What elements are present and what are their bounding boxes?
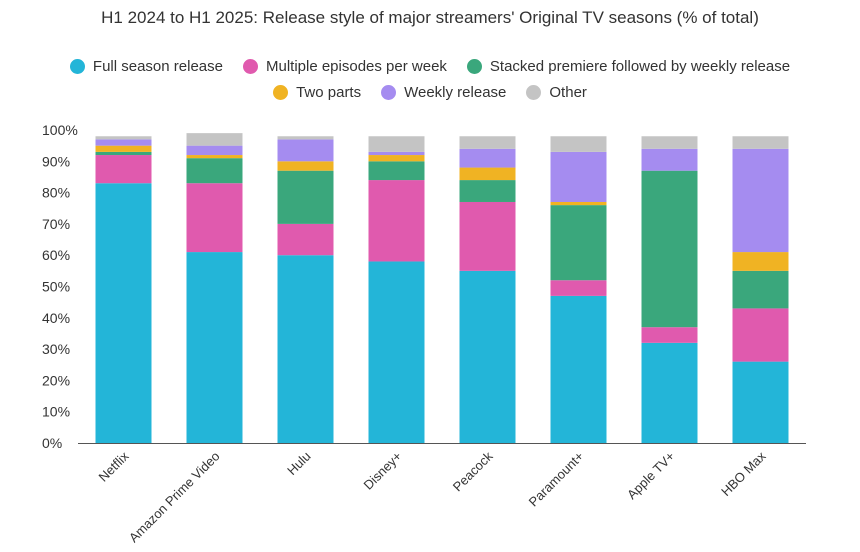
bar-segment-weekly-release [732, 148, 789, 253]
bar-segment-full-season-release [368, 261, 425, 443]
bar-segment-multiple-episodes-per-week [277, 223, 334, 256]
bar-segment-full-season-release [186, 252, 243, 443]
bar-segment-stacked-premiere-followed-by-weekly-release [186, 158, 243, 184]
bar-segment-multiple-episodes-per-week [186, 183, 243, 253]
bar-segment-two-parts [95, 145, 152, 152]
x-tick-label: Apple TV+ [624, 449, 678, 503]
legend-label-two-parts: Two parts [296, 84, 362, 101]
x-tick-label: Disney+ [361, 449, 405, 493]
y-tick-label: 90% [42, 153, 70, 169]
legend-label-multiple-episodes: Multiple episodes per week [265, 58, 447, 75]
bar-segment-other [550, 136, 607, 152]
x-tick-label: HBO Max [718, 448, 769, 499]
bar-segment-weekly-release [641, 148, 698, 171]
legend-row-2: Two parts Weekly release Other [0, 84, 860, 101]
bar-segment-full-season-release [550, 295, 607, 443]
bar-segment-stacked-premiere-followed-by-weekly-release [368, 161, 425, 181]
y-tick-label: 30% [42, 341, 70, 357]
bar-segment-two-parts [277, 161, 334, 171]
bar-segment-full-season-release [277, 255, 334, 443]
legend-label-stacked-premiere: Stacked premiere followed by weekly rele… [489, 58, 791, 75]
legend-swatch-two-parts [273, 85, 289, 100]
y-tick-label: 50% [42, 279, 70, 295]
chart-title: H1 2024 to H1 2025: Release style of maj… [101, 8, 759, 27]
bar-segment-other [186, 133, 243, 146]
bar-segment-two-parts [186, 155, 243, 159]
legend-label-full-season: Full season release [92, 58, 223, 75]
legend-item-full-season: Full season release [69, 58, 223, 75]
bar-segment-stacked-premiere-followed-by-weekly-release [459, 180, 516, 202]
bar-segment-two-parts [368, 155, 425, 162]
bar-segment-stacked-premiere-followed-by-weekly-release [550, 205, 607, 281]
y-tick-label: 0% [42, 435, 62, 451]
bar-segment-multiple-episodes-per-week [732, 308, 789, 362]
bar-segment-multiple-episodes-per-week [368, 180, 425, 262]
bar-segment-other [368, 136, 425, 152]
bar-segment-stacked-premiere-followed-by-weekly-release [95, 151, 152, 156]
x-tick-label: Hulu [284, 449, 314, 479]
legend-item-other: Other [526, 84, 587, 101]
bar-segment-weekly-release [459, 148, 516, 168]
legend-item-two-parts: Two parts [273, 84, 361, 101]
bar-segment-multiple-episodes-per-week [641, 327, 698, 343]
legend-item-multiple-episodes: Multiple episodes per week [242, 58, 447, 75]
bar-segment-stacked-premiere-followed-by-weekly-release [732, 270, 789, 309]
bar-segment-stacked-premiere-followed-by-weekly-release [641, 170, 698, 328]
bar-segment-two-parts [550, 201, 607, 206]
bar-segment-multiple-episodes-per-week [459, 201, 516, 271]
legend-label-weekly: Weekly release [404, 84, 507, 101]
y-tick-label: 40% [42, 310, 70, 326]
bar-segment-other [732, 136, 789, 149]
legend-item-weekly: Weekly release [381, 84, 506, 101]
y-tick-label: 60% [42, 247, 70, 263]
legend-swatch-other [526, 85, 542, 100]
legend-swatch-multiple-episodes [242, 59, 258, 74]
bar-segment-multiple-episodes-per-week [550, 280, 607, 296]
legend-swatch-full-season [69, 59, 85, 74]
y-tick-label: 80% [42, 185, 70, 201]
bar-segment-weekly-release [550, 151, 607, 202]
x-tick-label: Netflix [95, 448, 131, 484]
bar-segment-full-season-release [459, 270, 516, 443]
x-tick-label: Amazon Prime Video [126, 449, 223, 546]
x-tick-label: Peacock [450, 448, 496, 494]
bar-segment-multiple-episodes-per-week [95, 155, 152, 184]
legend-swatch-weekly [381, 85, 397, 100]
bar-segment-other [459, 136, 516, 149]
bar-segment-other [95, 136, 152, 140]
bar-segment-other [641, 136, 698, 149]
bar-segment-weekly-release [277, 139, 334, 162]
bar-segment-full-season-release [95, 183, 152, 443]
bar-segment-stacked-premiere-followed-by-weekly-release [277, 170, 334, 224]
x-tick-label: Paramount+ [526, 449, 587, 510]
y-tick-label: 10% [42, 404, 70, 420]
y-tick-label: 100% [42, 122, 78, 138]
legend-label-other: Other [549, 84, 587, 101]
bar-segment-weekly-release [186, 145, 243, 156]
legend-row-1: Full season release Multiple episodes pe… [0, 58, 860, 75]
y-tick-label: 70% [42, 216, 70, 232]
bar-segment-weekly-release [368, 151, 425, 156]
bar-segment-other [277, 136, 334, 140]
legend-item-stacked-premiere: Stacked premiere followed by weekly rele… [466, 58, 791, 75]
bar-segment-two-parts [732, 252, 789, 271]
bar-segment-full-season-release [732, 361, 789, 443]
bar-segment-weekly-release [95, 139, 152, 146]
bar-segment-full-season-release [641, 342, 698, 443]
y-tick-label: 20% [42, 372, 70, 388]
bar-segment-two-parts [459, 167, 516, 181]
legend-swatch-stacked-premiere [466, 59, 482, 74]
